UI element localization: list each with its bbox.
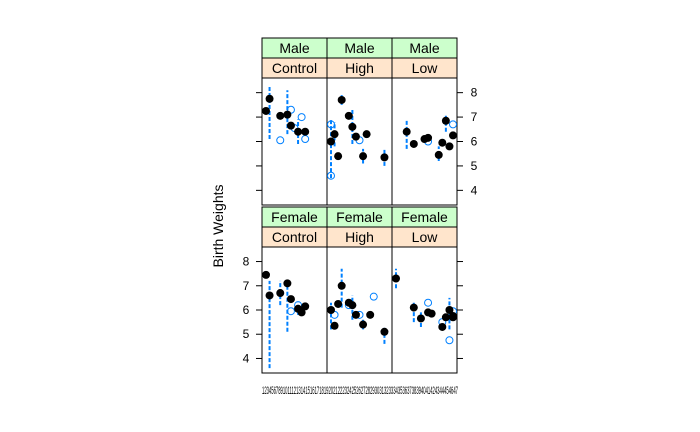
strip-dose-label: Control bbox=[272, 229, 317, 245]
y-tick-label: 7 bbox=[243, 279, 250, 293]
data-point-mean bbox=[327, 137, 335, 146]
data-point-mean bbox=[449, 312, 457, 321]
data-point-mean bbox=[262, 270, 270, 279]
data-point-mean bbox=[438, 138, 447, 147]
data-point-mean bbox=[380, 327, 389, 336]
data-point-mean bbox=[351, 310, 360, 319]
y-tick-label: 5 bbox=[471, 159, 478, 173]
data-point-mean bbox=[286, 121, 295, 130]
data-point-mean bbox=[334, 299, 343, 308]
y-tick-label: 7 bbox=[471, 110, 478, 124]
panels: Male Control Male High Male Low Female Control F… bbox=[243, 37, 478, 374]
y-tick-label: 5 bbox=[243, 327, 250, 341]
strip-sex-label: Female bbox=[401, 209, 448, 225]
data-point-mean bbox=[337, 281, 346, 290]
data-point-mean bbox=[294, 127, 303, 136]
data-point-mean bbox=[409, 139, 418, 148]
data-point-mean bbox=[276, 289, 285, 298]
strip-dose-label: Control bbox=[272, 60, 317, 76]
data-point-mean bbox=[434, 150, 443, 159]
data-point-mean bbox=[362, 130, 371, 139]
strip-dose-label: Low bbox=[412, 229, 439, 245]
data-point-open bbox=[369, 292, 378, 301]
data-point-mean bbox=[301, 302, 310, 311]
data-point-mean bbox=[301, 127, 310, 136]
data-point-open bbox=[327, 171, 335, 180]
y-tick-label: 6 bbox=[471, 135, 478, 149]
data-point-mean bbox=[392, 274, 400, 283]
data-point-mean bbox=[327, 306, 335, 314]
data-point-mean bbox=[334, 152, 343, 161]
data-point-mean bbox=[283, 279, 292, 288]
panel-frame bbox=[326, 77, 393, 206]
data-point-mean bbox=[262, 106, 270, 115]
data-point-mean bbox=[416, 314, 425, 323]
strip-sex-label: Male bbox=[344, 40, 375, 56]
strip-sex-label: Female bbox=[336, 209, 383, 225]
data-point-mean bbox=[297, 308, 306, 317]
data-point-mean bbox=[337, 95, 346, 104]
data-point-mean bbox=[265, 291, 274, 300]
data-point-mean bbox=[283, 110, 292, 119]
data-point-mean bbox=[348, 301, 357, 310]
y-axis-label: Birth Weights bbox=[210, 185, 226, 268]
strip-dose-label: High bbox=[345, 229, 374, 245]
panel-frame bbox=[326, 246, 393, 374]
y-tick-label: 6 bbox=[243, 303, 250, 317]
data-point-mean bbox=[441, 313, 450, 322]
data-point-mean bbox=[348, 122, 357, 131]
data-point-mean bbox=[265, 94, 274, 103]
data-point-open bbox=[445, 336, 454, 345]
strip-dose-label: Low bbox=[412, 60, 439, 76]
y-tick-label: 8 bbox=[471, 86, 478, 100]
data-point-mean bbox=[445, 142, 454, 151]
data-point-open bbox=[301, 135, 310, 144]
data-point-mean bbox=[402, 127, 411, 136]
data-point-open bbox=[276, 136, 285, 145]
data-point-open bbox=[327, 120, 335, 129]
data-point-mean bbox=[359, 152, 368, 161]
data-point-mean bbox=[427, 309, 436, 318]
y-tick-label: 4 bbox=[243, 351, 250, 365]
data-point-mean bbox=[449, 131, 457, 140]
data-point-mean bbox=[424, 133, 433, 142]
data-point-mean bbox=[409, 303, 418, 312]
data-point-mean bbox=[330, 130, 339, 139]
data-point-mean bbox=[344, 111, 353, 120]
data-point-mean bbox=[359, 320, 368, 329]
data-point-mean bbox=[438, 322, 447, 331]
data-point-mean bbox=[445, 306, 454, 314]
data-point-mean bbox=[276, 111, 285, 120]
data-point-open bbox=[297, 113, 306, 122]
data-point-open bbox=[424, 298, 433, 307]
y-tick-label: 8 bbox=[243, 255, 250, 269]
strip-sex-label: Female bbox=[271, 209, 318, 225]
strip-sex-label: Male bbox=[409, 40, 440, 56]
data-point-open bbox=[449, 120, 457, 129]
strip-dose-label: High bbox=[345, 60, 374, 76]
data-point-mean bbox=[330, 321, 339, 330]
data-point-mean bbox=[286, 295, 295, 304]
x-tick-labels: 1234567891011121314151617181920212223242… bbox=[262, 385, 458, 397]
data-point-mean bbox=[351, 132, 360, 141]
data-point-mean bbox=[441, 116, 450, 125]
data-point-mean bbox=[380, 153, 389, 162]
data-point-mean bbox=[366, 310, 375, 319]
y-tick-label: 4 bbox=[471, 183, 478, 197]
data-point-open bbox=[286, 307, 295, 316]
strip-sex-label: Male bbox=[279, 40, 310, 56]
